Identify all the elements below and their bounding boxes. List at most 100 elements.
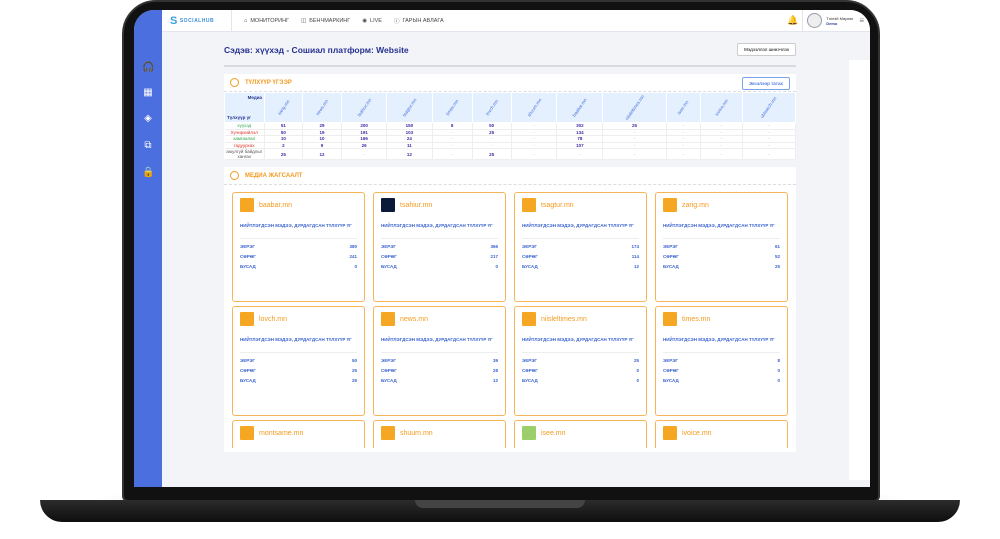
media-card[interactable]: ivoice.mn bbox=[655, 420, 788, 448]
table-cell: - bbox=[602, 142, 667, 149]
main-nav: ⌂ МОНИТОРИНГ ◫ БЕНЧМАРКИНГ ◉ LIVE ⓘ ГАРЫ… bbox=[244, 17, 444, 25]
card-title[interactable]: tsagtur.mn bbox=[541, 201, 574, 209]
card-subtitle: НИЙТЛЭГДСЭН МЭДЭЭ, ДУРДАГДСАН ТҮЛХҮҮР ҮГ bbox=[663, 223, 780, 239]
box-icon[interactable]: ◈ bbox=[144, 113, 152, 124]
card-header: zarig.mn bbox=[663, 198, 780, 212]
lock-icon[interactable]: 🔒 bbox=[142, 167, 155, 178]
user-info[interactable]: Тээгэй Мөрөөг Demo bbox=[826, 16, 853, 26]
export-excel-button[interactable]: Эксэлээр татах bbox=[741, 77, 790, 90]
table-cell: - bbox=[742, 129, 797, 136]
stat-label: ЭЕРЭГ bbox=[240, 358, 255, 363]
stat-value: 114 bbox=[631, 254, 639, 259]
avatar[interactable] bbox=[807, 13, 823, 28]
card-title[interactable]: tsahiur.mn bbox=[400, 201, 433, 209]
divider bbox=[224, 65, 796, 67]
refresh-button[interactable]: Мэдээллэл шинэчлэх bbox=[737, 43, 796, 56]
media-card[interactable]: news.mn НИЙТЛЭГДСЭН МЭДЭЭ, ДУРДАГДСАН ТҮЛ… bbox=[373, 306, 506, 416]
column-header[interactable]: tsahiur.mn bbox=[341, 92, 388, 123]
card-title[interactable]: montsame.mn bbox=[259, 429, 304, 437]
headset-icon[interactable]: 🎧 bbox=[142, 62, 155, 73]
stat-label: СӨРӨГ bbox=[240, 368, 256, 373]
media-card[interactable]: niisleltimes.mn НИЙТЛЭГДСЭН МЭДЭЭ, ДУРДАГ… bbox=[514, 306, 647, 416]
media-logo bbox=[663, 312, 677, 326]
media-card[interactable]: zarig.mn НИЙТЛЭГДСЭН МЭДЭЭ, ДУРДАГДСАН ТҮ… bbox=[655, 192, 788, 302]
media-card[interactable]: lovch.mn НИЙТЛЭГДСЭН МЭДЭЭ, ДУРДАГДСАН ТҮ… bbox=[232, 306, 365, 416]
media-card[interactable]: tsagtur.mn НИЙТЛЭГДСЭН МЭДЭЭ, ДУРДАГДСАН … bbox=[514, 192, 647, 302]
card-title[interactable]: times.mn bbox=[682, 315, 711, 323]
media-card[interactable]: tsahiur.mn НИЙТЛЭГДСЭН МЭДЭЭ, ДУРДАГДСАН … bbox=[373, 192, 506, 302]
table-cell: - bbox=[341, 148, 388, 160]
column-header[interactable]: isee.mn bbox=[665, 92, 702, 123]
table-cell: 26 bbox=[341, 142, 388, 149]
table-cell: - bbox=[511, 142, 558, 149]
card-title[interactable]: shuum.mn bbox=[400, 429, 433, 437]
column-label: baabar.mn bbox=[571, 97, 589, 118]
globe-icon bbox=[230, 78, 239, 87]
table-cell: - bbox=[700, 148, 743, 160]
stat-row: ЭЕРЭГ 50 bbox=[240, 358, 357, 363]
column-label: isee.mn bbox=[676, 99, 690, 116]
card-title[interactable]: news.mn bbox=[400, 315, 429, 323]
nav-benchmarking[interactable]: ◫ БЕНЧМАРКИНГ bbox=[301, 17, 351, 24]
media-card[interactable]: times.mn НИЙТЛЭГДСЭН МЭДЭЭ, ДУРДАГДСАН ТҮ… bbox=[655, 306, 788, 416]
media-card[interactable]: shuum.mn bbox=[373, 420, 506, 448]
nav-guide[interactable]: ⓘ ГАРЫН АВЛАГА bbox=[393, 17, 444, 25]
logo[interactable]: S SOCIALHUB bbox=[162, 10, 232, 31]
column-header[interactable]: ivoice.mn bbox=[700, 92, 743, 123]
card-title[interactable]: lovch.mn bbox=[259, 315, 288, 323]
card-title[interactable]: isee.mn bbox=[541, 429, 566, 437]
stat-label: ЭЕРЭГ bbox=[663, 244, 678, 249]
card-header: news.mn bbox=[381, 312, 498, 326]
bell-icon[interactable]: 🔔 bbox=[783, 10, 804, 31]
copy-icon[interactable]: ⧉ bbox=[144, 140, 152, 151]
media-card[interactable]: baabar.mn НИЙТЛЭГДСЭН МЭДЭЭ, ДУРДАГДСАН Т… bbox=[232, 192, 365, 302]
card-header: ivoice.mn bbox=[663, 426, 780, 440]
table-cell: 10 bbox=[302, 135, 343, 143]
table-row: аюулгүй байдлыг хангах 25 12-12-25- - - - - - bbox=[224, 148, 797, 160]
card-header: isee.mn bbox=[522, 426, 639, 440]
keywords-panel: ТҮЛХҮҮР ҮГЭЭР Эксэлээр татах Медиа Түлхүү… bbox=[224, 74, 797, 160]
stat-value: 25 bbox=[633, 358, 639, 363]
nav-live[interactable]: ◉ LIVE bbox=[362, 17, 382, 24]
table-cell: - bbox=[432, 142, 473, 149]
table-cell: - bbox=[602, 148, 667, 160]
column-header[interactable]: baabar.mn bbox=[556, 92, 604, 123]
menu-icon[interactable]: ≡ bbox=[859, 16, 864, 25]
card-title[interactable]: niisleltimes.mn bbox=[541, 315, 587, 323]
column-header[interactable]: ubtsarch.mn bbox=[741, 92, 797, 123]
stat-row: ЭЕРЭГ 61 bbox=[663, 244, 780, 249]
media-card[interactable]: montsame.mn bbox=[232, 420, 365, 448]
column-header[interactable]: news.mn bbox=[301, 92, 343, 123]
column-header[interactable]: niisleltimes.mn bbox=[602, 92, 667, 123]
nav-label: МОНИТОРИНГ bbox=[250, 17, 290, 24]
card-subtitle: НИЙТЛЭГДСЭН МЭДЭЭ, ДУРДАГДСАН ТҮЛХҮҮР ҮГ bbox=[381, 223, 498, 239]
column-header[interactable]: shuum.mn bbox=[510, 92, 558, 123]
stat-value: 61 bbox=[774, 244, 780, 249]
stat-label: ЭЕРЭГ bbox=[381, 244, 396, 249]
card-header: lovch.mn bbox=[240, 312, 357, 326]
stat-label: БУСАД bbox=[381, 378, 397, 383]
stat-value: 0 bbox=[636, 368, 639, 373]
column-label: zarig.mn bbox=[276, 98, 291, 117]
stat-value: 25 bbox=[351, 378, 357, 383]
media-card[interactable]: isee.mn bbox=[514, 420, 647, 448]
column-header[interactable]: lovch.mn bbox=[471, 92, 512, 123]
grid-icon[interactable]: ▦ bbox=[143, 87, 153, 98]
column-header[interactable]: zarig.mn bbox=[264, 92, 303, 123]
nav-monitoring[interactable]: ⌂ МОНИТОРИНГ bbox=[244, 17, 290, 24]
stat-label: ЭЕРЭГ bbox=[240, 244, 255, 249]
card-subtitle: НИЙТЛЭГДСЭН МЭДЭЭ, ДУРДАГДСАН ТҮЛХҮҮР ҮГ bbox=[663, 337, 780, 353]
column-header[interactable]: tsagtur.mn bbox=[386, 92, 433, 123]
stat-label: ЭЕРЭГ bbox=[663, 358, 678, 363]
card-title[interactable]: zarig.mn bbox=[682, 201, 709, 209]
column-header[interactable]: times.mn bbox=[431, 92, 473, 123]
stat-row: БУСАД 12 bbox=[522, 264, 639, 269]
table-cell: - bbox=[432, 148, 473, 160]
table-cell: 9 bbox=[302, 142, 343, 149]
table-cell: - bbox=[511, 148, 558, 160]
main-content: Сэдэв: хүүхэд - Сошиал платформ: Website… bbox=[224, 38, 797, 452]
card-title[interactable]: baabar.mn bbox=[259, 201, 293, 209]
card-title[interactable]: ivoice.mn bbox=[682, 429, 712, 437]
stat-value: 0 bbox=[777, 368, 780, 373]
media-logo bbox=[663, 198, 677, 212]
